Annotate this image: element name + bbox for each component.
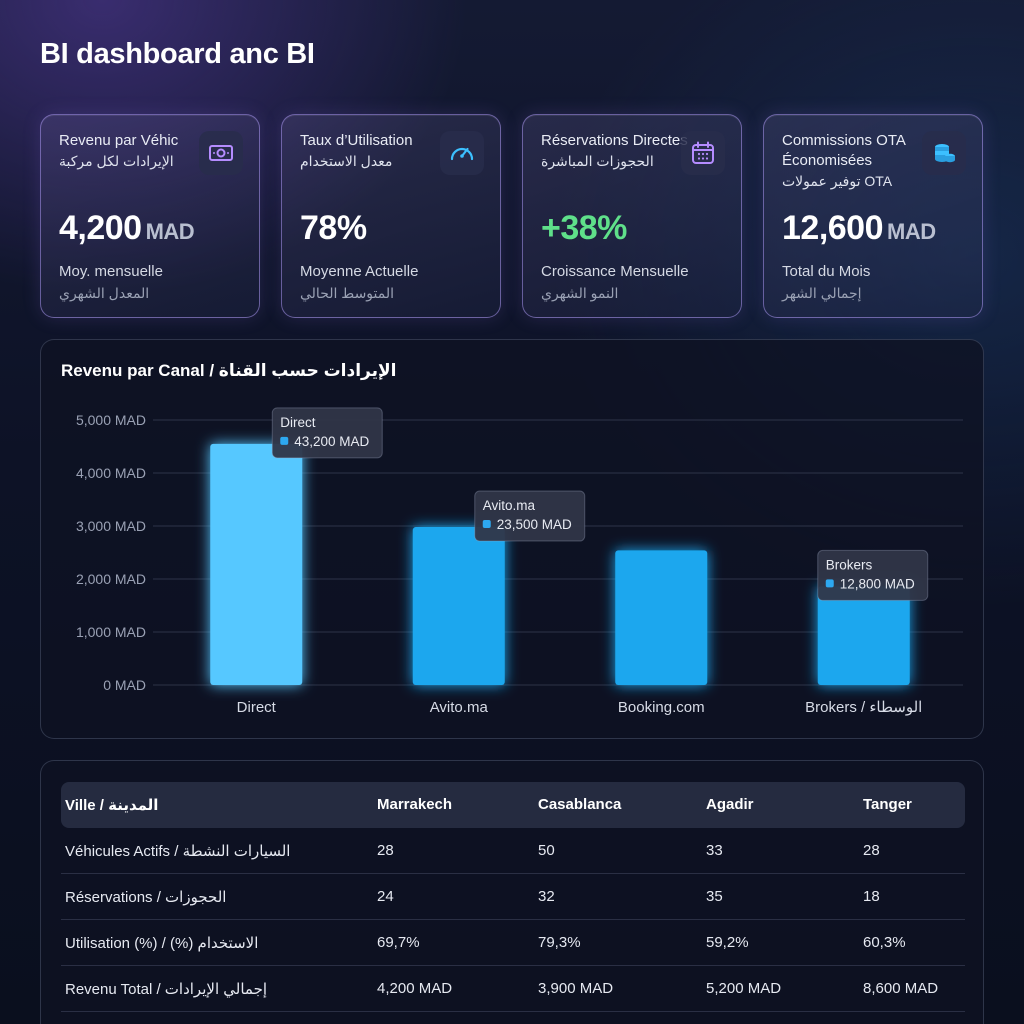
tooltip-dot (280, 436, 289, 445)
table-header-cell: Marrakech (377, 796, 453, 813)
kpi-card-ota-commissions-saved[interactable]: Commissions OTA Économisées توفير عمولات… (763, 114, 983, 318)
table-cell: 33 (706, 842, 723, 859)
tooltip: Brokers 12,800 MAD (817, 549, 929, 601)
kpi-unit: MAD (145, 219, 195, 244)
kpi-title: Réservations Directes (541, 132, 688, 149)
table-cell: 18 (863, 888, 880, 905)
table-cell: 35 (706, 888, 723, 905)
revenue-by-channel-chart-panel: 0 MAD 1,000 MAD 2,000 MAD 3,000 MAD 4,000 MA… (40, 339, 984, 739)
bar (412, 527, 505, 685)
kpi-subtitle-arabic: المتوسط الحالي (300, 285, 395, 301)
table-cell: 32 (538, 888, 555, 905)
kpi-card-direct-bookings[interactable]: Réservations Directes الحجوزات المباشرة … (522, 114, 742, 318)
tooltip-value: 12,800 MAD (840, 576, 915, 591)
bar-chart: 0 MAD 1,000 MAD 2,000 MAD 3,000 MAD 4,000 MA… (76, 407, 963, 716)
kpi-subtitle: Total du Mois (782, 263, 871, 280)
tooltip-value: 23,500 MAD (497, 517, 572, 532)
kpi-subtitle-arabic: النمو الشهري (541, 285, 619, 301)
table-cell: Utilisation (%) / (%) الاستخدام (65, 935, 259, 952)
kpi-title: Revenu par Véhic (59, 132, 179, 149)
table-cell: 4,200 MAD (377, 980, 453, 997)
table-cell: Véhicules Actifs / السيارات النشطة (65, 843, 291, 860)
bar (615, 550, 708, 685)
kpi-value: 78% (300, 209, 367, 247)
tooltip-value: 43,200 MAD (294, 434, 369, 449)
city-stats-table-panel: Ville / المدينة Marrakech Casablanca Aga… (40, 760, 984, 1024)
tooltip-label: Direct (280, 415, 316, 430)
kpi-card-revenue-per-vehicle[interactable]: Revenu par Véhic الإيرادات لكل مركبة 4,2… (40, 114, 260, 318)
tooltip: Direct 43,200 MAD (271, 407, 383, 459)
y-tick-label: 4,000 MAD (76, 465, 146, 481)
table-row: Utilisation (%) / (%) الاستخدام 69,7% 79… (61, 920, 965, 966)
tooltip: Avito.ma 23,500 MAD (474, 490, 586, 542)
kpi-title: Taux d’Utilisation (300, 132, 413, 149)
y-tick-label: 1,000 MAD (76, 624, 146, 640)
kpi-value: 4,200 MAD (59, 209, 195, 247)
kpi-unit: MAD (887, 219, 936, 244)
tooltip-box (817, 549, 929, 601)
table-header-cell: Agadir (706, 796, 754, 813)
bar (210, 443, 303, 685)
tooltip-dot (825, 579, 834, 588)
y-tick-label: 5,000 MAD (76, 412, 146, 428)
bar (817, 586, 910, 685)
kpi-subtitle: Moyenne Actuelle (300, 263, 419, 280)
y-tick-label: 0 MAD (103, 677, 146, 693)
x-tick-label: Avito.ma (430, 699, 489, 716)
x-tick-label: Direct (237, 699, 277, 716)
table-cell: 28 (377, 842, 394, 859)
kpi-subtitle-arabic: إجمالي الشهر (782, 285, 862, 301)
page-title: BI dashboard anc BI (40, 38, 315, 70)
kpi-title-arabic: معدل الاستخدام (300, 153, 393, 169)
table-row: Véhicules Actifs / السيارات النشطة 28 50… (61, 828, 965, 874)
tooltip-label: Brokers (826, 557, 873, 572)
kpi-subtitle: Moy. mensuelle (59, 263, 163, 280)
table-header-cell: Tanger (863, 796, 912, 813)
kpi-value: 12,600 MAD (782, 209, 936, 247)
y-tick-label: 2,000 MAD (76, 571, 146, 587)
kpi-title: Commissions OTA Économisées (782, 132, 906, 169)
calendar-icon (681, 131, 725, 175)
kpi-title-arabic: توفير عمولات OTA (782, 173, 893, 189)
y-tick-label: 3,000 MAD (76, 518, 146, 534)
table-cell: Réservations / الحجوزات (65, 889, 227, 906)
chart-title: Revenu par Canal / الإيرادات حسب القناة (61, 361, 397, 380)
table-row: Revenu Total / إجمالي الإيرادات 4,200 MA… (61, 966, 965, 1012)
table-cell: 8,600 MAD (863, 980, 939, 997)
x-tick-label: Booking.com (618, 699, 705, 716)
table-cell: 28 (863, 842, 880, 859)
tooltip-dot (482, 520, 491, 529)
money-icon (199, 131, 243, 175)
coins-icon (922, 131, 966, 175)
table-cell: 59,2% (706, 934, 749, 951)
kpi-title-arabic: الحجوزات المباشرة (541, 153, 654, 169)
table-cell: 5,200 MAD (706, 980, 782, 997)
table-cell: 69,7% (377, 934, 420, 951)
table-cell: 79,3% (538, 934, 581, 951)
table-cell: 60,3% (863, 934, 906, 951)
kpi-card-utilization-rate[interactable]: Taux d’Utilisation معدل الاستخدام 78% Mo… (281, 114, 501, 318)
kpi-subtitle: Croissance Mensuelle (541, 263, 689, 280)
table-header-row: Ville / المدينة Marrakech Casablanca Aga… (61, 782, 965, 828)
gauge-icon (440, 131, 484, 175)
table-cell: 3,900 MAD (538, 980, 614, 997)
kpi-value: +38% (541, 209, 627, 247)
tooltip-label: Avito.ma (483, 498, 536, 513)
table-header-cell: Casablanca (538, 796, 622, 813)
table-row: Réservations / الحجوزات 24 32 35 18 (61, 874, 965, 920)
kpi-title-arabic: الإيرادات لكل مركبة (59, 153, 174, 169)
table-header-cell: Ville / المدينة (65, 797, 159, 814)
tooltip-box (474, 490, 586, 542)
tooltip-box (271, 407, 383, 459)
kpi-subtitle-arabic: المعدل الشهري (59, 285, 150, 301)
table-cell: 24 (377, 888, 394, 905)
x-tick-label: Brokers / الوسطاء (805, 699, 922, 716)
table-cell: 50 (538, 842, 555, 859)
table-cell: Revenu Total / إجمالي الإيرادات (65, 981, 268, 998)
